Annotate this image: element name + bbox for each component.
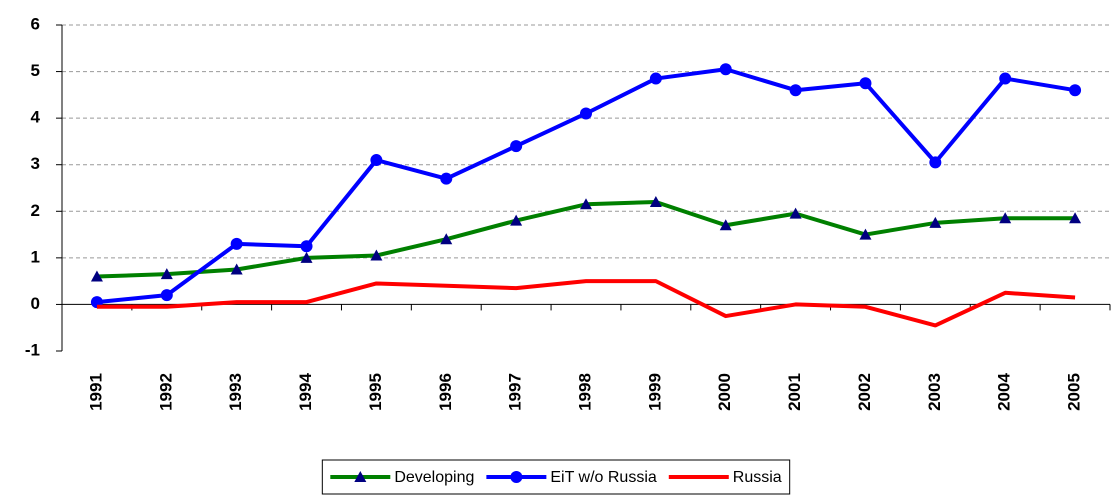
y-tick-label: 3 xyxy=(31,154,40,173)
marker xyxy=(1069,84,1082,97)
marker xyxy=(300,251,313,263)
x-tick-label: 2004 xyxy=(995,373,1014,411)
y-tick-label: 4 xyxy=(31,108,41,127)
marker xyxy=(719,219,732,231)
x-tick-label: 1999 xyxy=(645,373,664,411)
marker xyxy=(580,198,592,210)
marker xyxy=(789,207,802,219)
series-line xyxy=(96,199,1076,279)
marker xyxy=(999,212,1012,224)
x-tick-label: 2003 xyxy=(925,373,944,411)
y-tick-label: 5 xyxy=(31,61,40,80)
y-tick-label: 2 xyxy=(31,201,40,220)
legend-marker xyxy=(510,471,523,483)
x-tick-label: 2005 xyxy=(1065,373,1084,411)
marker xyxy=(370,249,383,261)
marker xyxy=(789,84,802,97)
x-tick-label: 2001 xyxy=(785,373,804,411)
marker xyxy=(160,289,173,302)
x-tick-label: 1996 xyxy=(436,373,455,411)
x-tick-label: 1991 xyxy=(86,373,105,411)
marker xyxy=(719,63,732,76)
marker xyxy=(230,237,243,250)
marker xyxy=(929,156,942,169)
marker xyxy=(1069,212,1082,224)
x-tick-label: 1997 xyxy=(506,373,525,411)
marker xyxy=(160,268,173,280)
marker xyxy=(929,216,942,228)
y-tick-label: 0 xyxy=(31,294,40,313)
y-tick-label: 6 xyxy=(31,14,40,33)
legend-label: Developing xyxy=(394,469,474,486)
legend-label: Russia xyxy=(733,469,782,486)
x-tick-label: 2002 xyxy=(855,373,874,411)
x-tick-label: 1994 xyxy=(296,373,315,411)
marker xyxy=(440,172,453,185)
x-tick-label: 1993 xyxy=(226,373,245,411)
marker xyxy=(90,270,103,282)
marker xyxy=(440,233,453,245)
x-tick-label: 1998 xyxy=(575,373,594,411)
marker xyxy=(649,72,662,85)
marker xyxy=(510,140,523,153)
legend: Developing EiT w/o Russia Russia xyxy=(321,459,791,495)
y-tick-label: -1 xyxy=(25,340,40,359)
series-line xyxy=(96,279,1076,328)
y-tick-label: 1 xyxy=(31,247,40,266)
marker xyxy=(370,154,383,167)
marker xyxy=(859,77,872,90)
x-tick-label: 1995 xyxy=(366,373,385,411)
legend-label: EiT w/o Russia xyxy=(550,469,657,486)
marker xyxy=(510,214,523,226)
marker xyxy=(230,263,243,275)
marker xyxy=(859,228,872,240)
marker xyxy=(580,107,592,120)
marker xyxy=(300,240,313,253)
marker xyxy=(649,195,662,207)
legend-marker xyxy=(354,471,367,482)
x-tick-label: 2000 xyxy=(715,373,734,411)
marker xyxy=(999,72,1012,85)
x-tick-label: 1992 xyxy=(156,373,175,411)
